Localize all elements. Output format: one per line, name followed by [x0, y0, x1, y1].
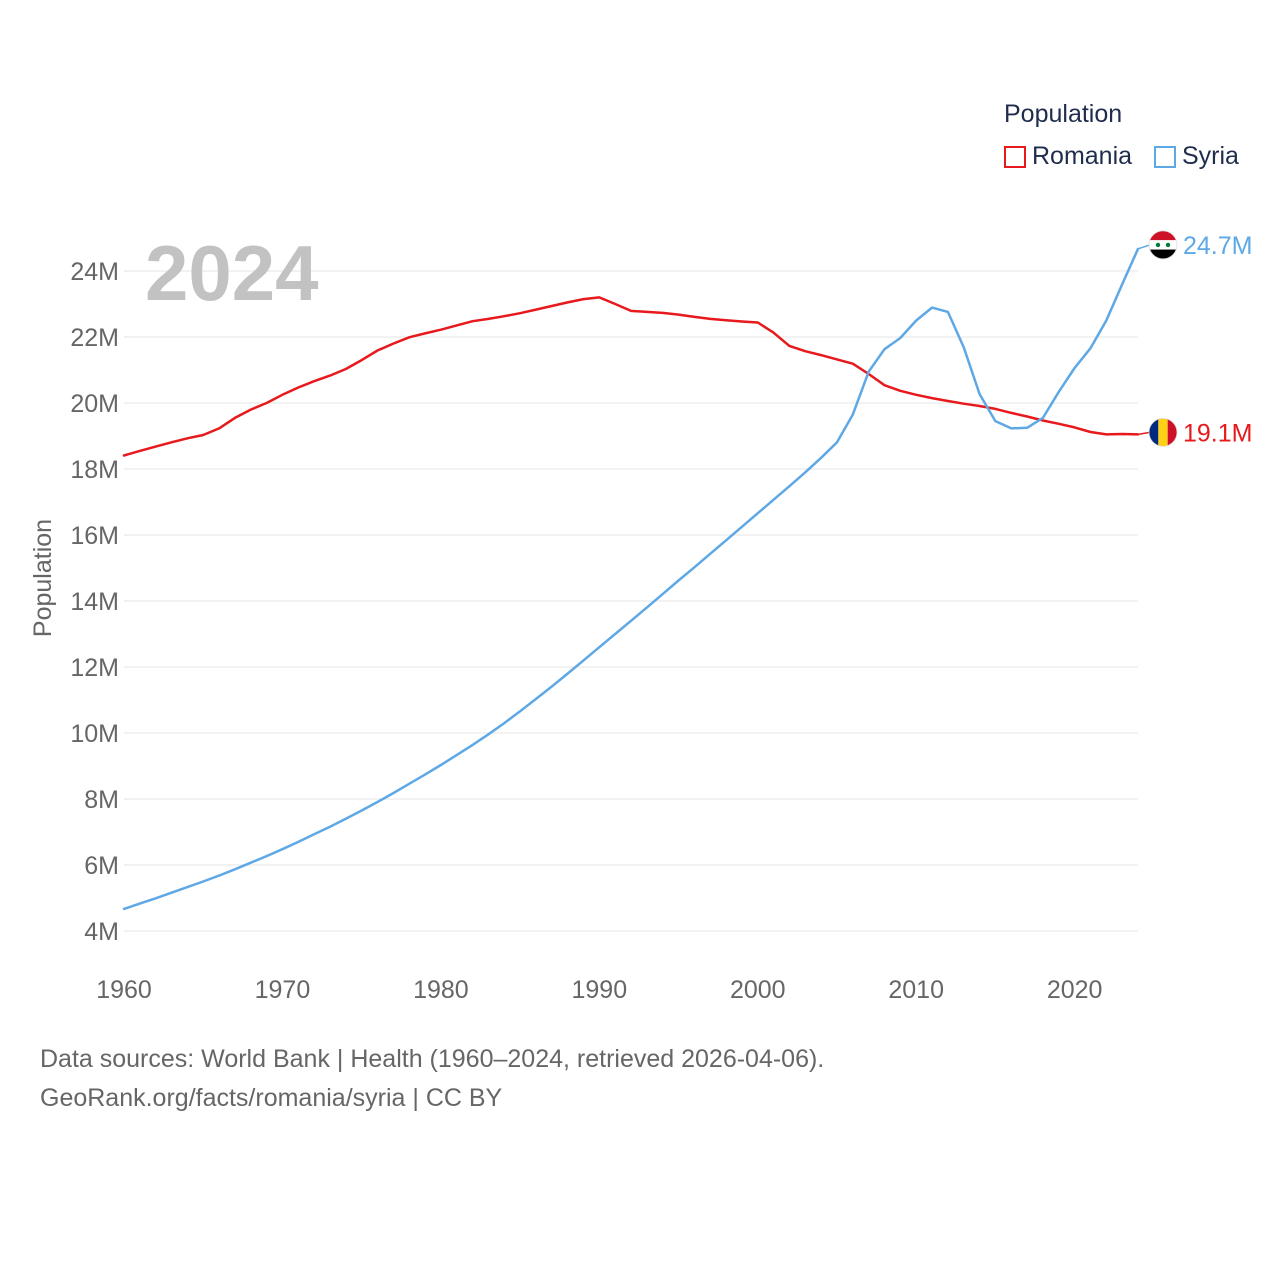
- y-tick-label: 16M: [70, 522, 119, 550]
- end-label-romania: 19.1M: [1183, 419, 1252, 447]
- x-tick-label: 1970: [255, 976, 311, 1004]
- series-line-romania: [122, 296, 1140, 457]
- legend-label-syria: Syria: [1182, 142, 1239, 170]
- y-tick-label: 8M: [84, 786, 119, 814]
- year-overlay: 2024: [145, 229, 319, 317]
- y-tick-label: 12M: [70, 654, 119, 682]
- series-line-syria: [122, 247, 1140, 911]
- y-tick-label: 18M: [70, 456, 119, 484]
- x-tick-label: 1960: [96, 976, 152, 1004]
- y-tick-label: 10M: [70, 720, 119, 748]
- x-tick-label: 1980: [413, 976, 469, 1004]
- x-tick-label: 2000: [730, 976, 786, 1004]
- y-tick-label: 20M: [70, 390, 119, 418]
- y-tick-label: 24M: [70, 258, 119, 286]
- footer-link[interactable]: GeoRank.org/facts/romania/syria | CC BY: [40, 1084, 503, 1112]
- legend-item-romania[interactable]: Romania: [1004, 142, 1132, 171]
- x-tick-label: 1990: [572, 976, 628, 1004]
- x-tick-label: 2020: [1047, 976, 1103, 1004]
- end-connector-romania: [1137, 431, 1151, 436]
- end-connector-syria: [1137, 244, 1151, 250]
- legend-label-romania: Romania: [1032, 142, 1133, 170]
- syria-flag-icon: [1148, 230, 1178, 260]
- legend-swatch-syria: [1154, 145, 1176, 168]
- y-axis-title: Population: [29, 519, 57, 637]
- romania-flag-icon: [1148, 417, 1178, 447]
- legend-swatch-romania: [1004, 145, 1026, 168]
- y-tick-label: 4M: [84, 918, 119, 946]
- y-tick-label: 22M: [70, 324, 119, 352]
- end-label-syria: 24.7M: [1183, 232, 1252, 260]
- x-tick-label: 2010: [888, 976, 944, 1004]
- legend-title: Population: [1004, 100, 1123, 128]
- y-tick-label: 14M: [70, 588, 119, 616]
- y-tick-label: 6M: [84, 852, 119, 880]
- footer-sources: Data sources: World Bank | Health (1960–…: [40, 1045, 825, 1073]
- legend-item-syria[interactable]: Syria: [1154, 142, 1239, 171]
